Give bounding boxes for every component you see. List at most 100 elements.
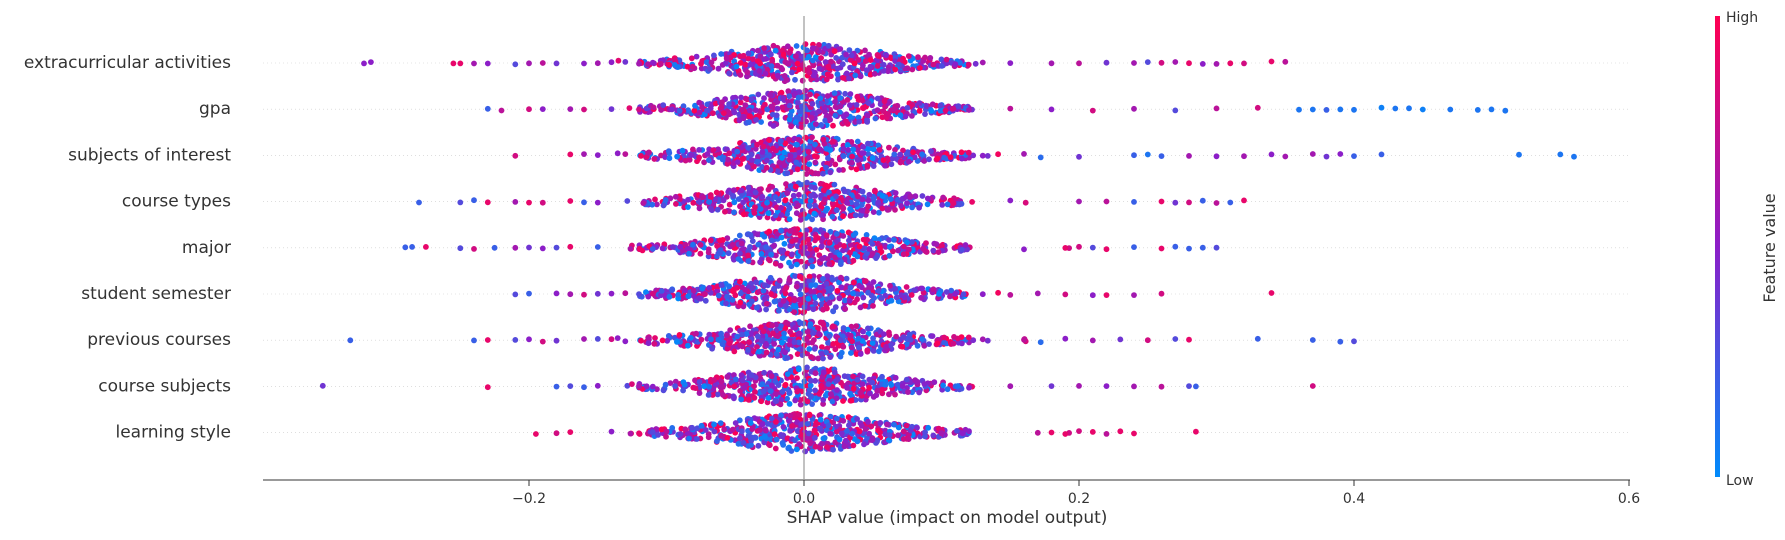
shap-dot (875, 288, 882, 294)
shap-dot (926, 156, 932, 163)
shap-dot (763, 294, 770, 300)
shap-dot (704, 107, 710, 114)
shap-dot (1199, 244, 1206, 251)
shap-dot (846, 75, 852, 82)
shap-dot (813, 246, 820, 253)
shap-dot (694, 436, 700, 442)
shap-dot (809, 100, 816, 107)
shap-dot (756, 348, 762, 355)
shap-dot (887, 196, 894, 203)
shap-dot (512, 61, 519, 68)
shap-dot (692, 385, 699, 391)
shap-dot (773, 391, 779, 397)
shap-dot (874, 52, 881, 58)
shap-dot (663, 433, 669, 440)
shap-dot (823, 164, 829, 171)
shap-dot (818, 243, 825, 250)
shap-dot (811, 153, 818, 160)
shap-dot (859, 97, 866, 104)
shap-dot (875, 142, 882, 149)
shap-dot (794, 166, 801, 173)
shap-dot (1254, 104, 1261, 111)
shap-dot (819, 255, 825, 262)
shap-dot (869, 436, 876, 443)
shap-dot (785, 136, 792, 143)
shap-dot (636, 60, 642, 67)
shap-dot (553, 244, 560, 251)
shap-dot (1021, 246, 1027, 253)
shap-dot (806, 241, 812, 248)
shap-dot (782, 349, 789, 356)
shap-dot (1076, 60, 1082, 67)
shap-dot (793, 210, 800, 217)
shap-dot (704, 151, 711, 157)
shap-dot (807, 197, 814, 204)
shap-dot (794, 243, 801, 250)
shap-dot (1186, 153, 1192, 159)
shap-dot (947, 293, 953, 300)
shap-dot (865, 146, 872, 152)
shap-dot (615, 57, 622, 64)
shap-dot (819, 319, 826, 326)
shap-dot (848, 344, 855, 351)
shap-dot (1447, 106, 1454, 113)
shap-dot (512, 244, 519, 251)
shap-dot (751, 394, 758, 401)
shap-dot (818, 122, 825, 128)
shap-dot (792, 183, 799, 190)
shap-dot (594, 336, 601, 342)
shap-dot (753, 117, 760, 123)
shap-dot (731, 383, 738, 390)
shap-dot (984, 153, 991, 159)
shap-dot (833, 243, 840, 250)
shap-dot (794, 375, 800, 381)
shap-dot (715, 65, 722, 72)
shap-dot (650, 104, 657, 111)
shap-dot (1007, 292, 1014, 298)
shap-dot (660, 387, 667, 394)
shap-dot (685, 107, 691, 114)
shap-dot (864, 347, 871, 354)
shap-dot (806, 161, 813, 168)
shap-dot (877, 420, 884, 426)
shap-dot (901, 294, 908, 301)
shap-dot (866, 246, 872, 252)
shap-dot (737, 278, 743, 285)
shap-dot (820, 369, 827, 376)
shap-dot (766, 137, 772, 144)
shap-dot (553, 430, 560, 437)
shap-dot (1007, 105, 1014, 112)
shap-dot (850, 442, 857, 449)
shap-dot (888, 382, 895, 388)
shap-dot (764, 106, 771, 113)
shap-dot (936, 291, 942, 297)
shap-dot (914, 424, 920, 431)
shap-dot (915, 54, 921, 61)
shap-dot (854, 296, 860, 303)
shap-dot (836, 279, 842, 286)
shap-dot (886, 237, 892, 243)
shap-dot (1193, 383, 1199, 390)
shap-dot (841, 373, 848, 380)
shap-dot (950, 105, 957, 112)
shap-dot (902, 113, 909, 120)
shap-dot (752, 389, 758, 395)
shap-dot (689, 63, 696, 70)
shap-dot (857, 304, 864, 311)
shap-dot (768, 237, 775, 244)
shap-dot (772, 260, 779, 267)
shap-dot (740, 303, 747, 310)
shap-dot (741, 385, 748, 391)
shap-dot (766, 442, 773, 449)
shap-dot (672, 193, 679, 200)
shap-dot (773, 398, 779, 405)
shap-dot (636, 430, 642, 437)
shap-dot (852, 72, 859, 79)
shap-dot (810, 72, 817, 79)
shap-dot (825, 381, 832, 387)
shap-dot (903, 376, 910, 383)
feature-label: gpa (199, 99, 231, 119)
shap-dot (1309, 106, 1316, 113)
shap-dot (815, 325, 821, 331)
shap-dot (676, 332, 683, 338)
